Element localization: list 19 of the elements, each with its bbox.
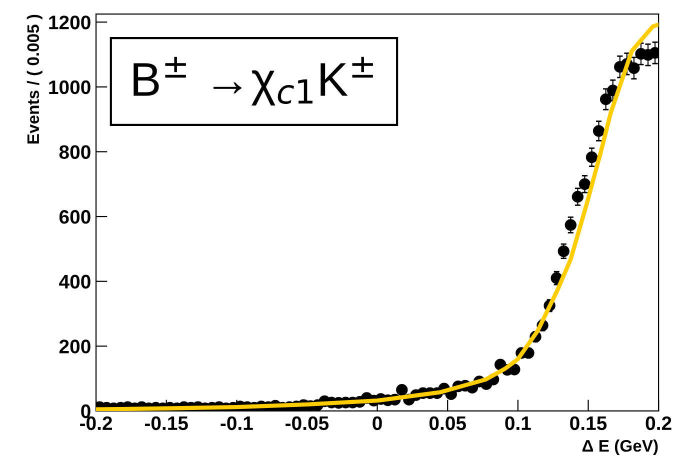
x-tick-label: -0.1: [220, 416, 253, 430]
x-tick-label: -0.2: [80, 416, 112, 430]
x-tick-label: 0: [372, 416, 382, 430]
y-tick-label: 1200: [49, 16, 90, 30]
x-tick-label: 0.15: [570, 416, 607, 430]
y-tick-label: 800: [59, 145, 90, 159]
y-tick-label: 0: [81, 404, 90, 418]
x-axis-title: Δ E (GeV): [582, 440, 658, 456]
x-tick-label: 0.1: [505, 416, 531, 430]
annotation: B$^{±}$ →χ$_{c1}$K$^{±}$: [134, 56, 373, 106]
y-tick-label: 1000: [49, 80, 90, 94]
y-axis-title: Events / ( 0.005 ): [26, 14, 42, 144]
x-tick-label: -0.15: [144, 416, 188, 430]
y-tick-label: 200: [59, 340, 90, 354]
y-tick-label: 600: [59, 210, 90, 224]
y-tick-label: 400: [59, 274, 90, 289]
x-tick-label: -0.05: [286, 416, 329, 430]
x-tick-label: 0.05: [429, 416, 466, 430]
x-tick-label: 0.2: [646, 416, 672, 430]
